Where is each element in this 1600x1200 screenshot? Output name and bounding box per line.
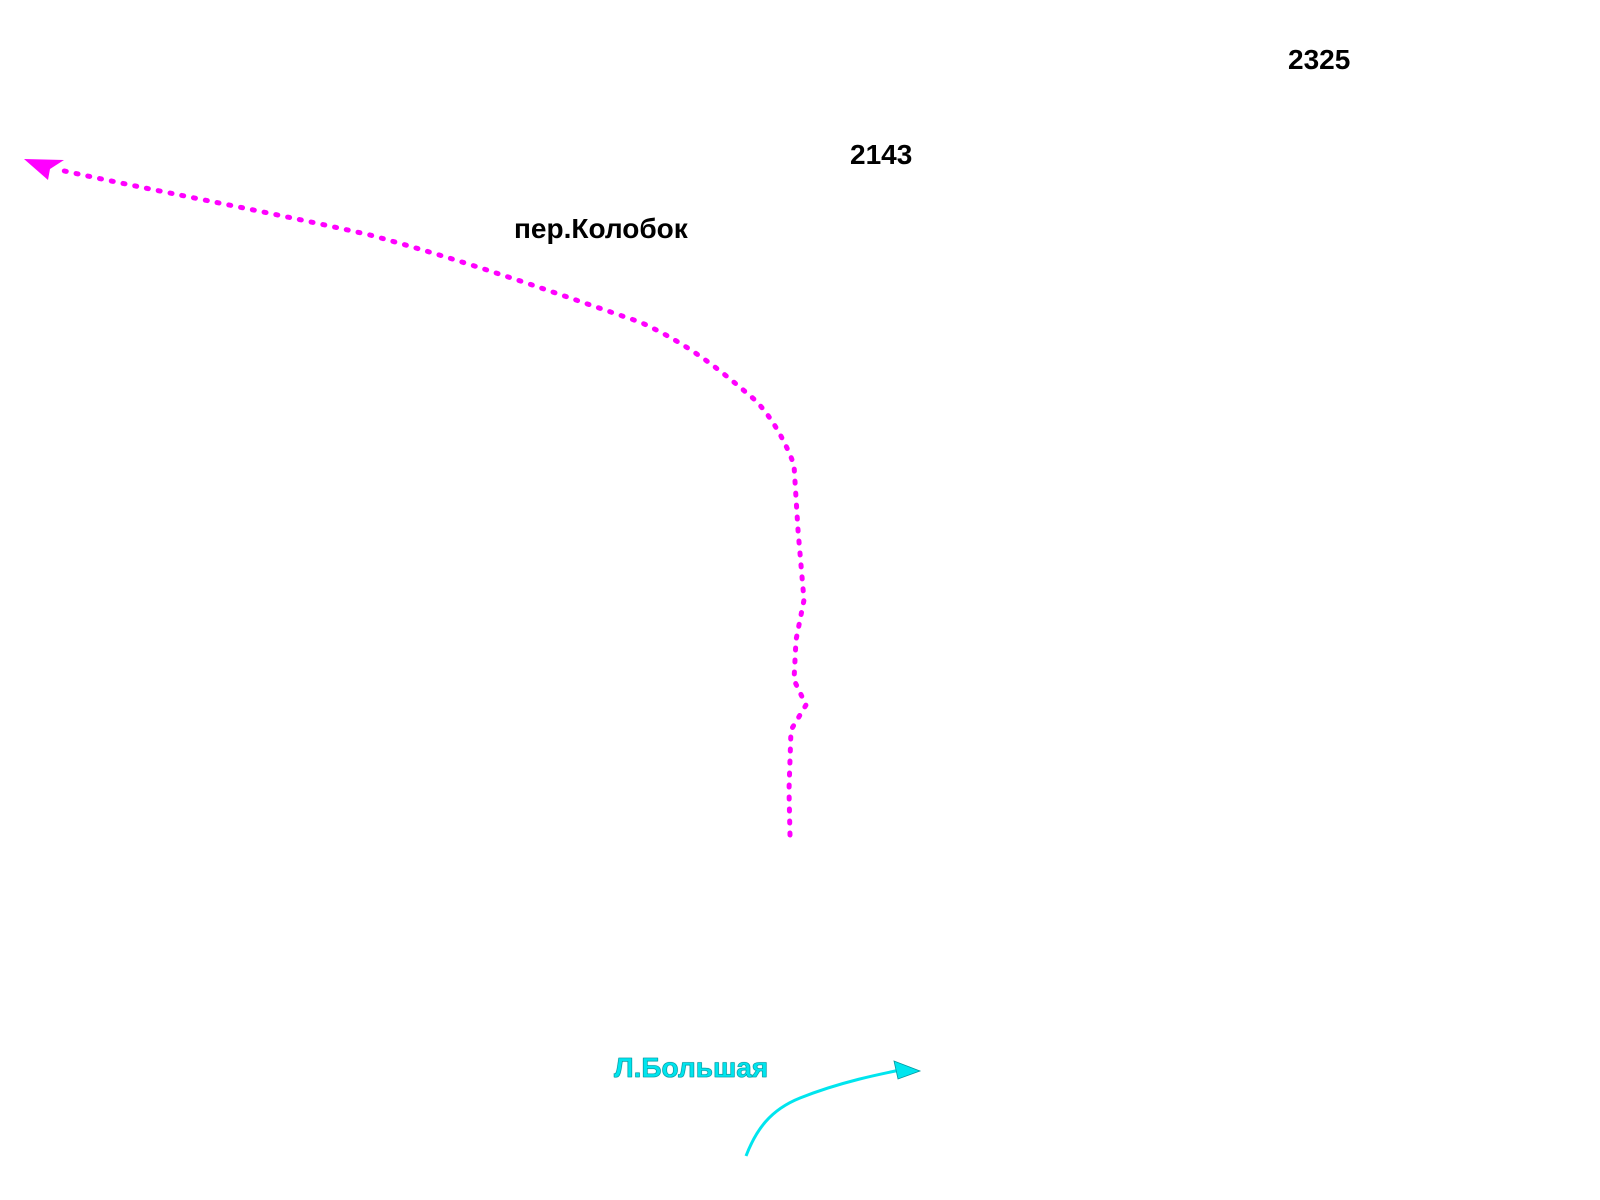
street-label: пер.Колобок: [514, 213, 688, 244]
river-path: [744, 1066, 911, 1157]
route-path: [57, 167, 809, 838]
map-number-2325: 2325: [1288, 44, 1351, 75]
map-number-2143: 2143: [850, 139, 913, 170]
river-label: Л.Большая: [614, 1052, 769, 1084]
river-arrowhead-icon: [893, 1060, 922, 1080]
route-arrowhead-icon: [24, 159, 64, 180]
